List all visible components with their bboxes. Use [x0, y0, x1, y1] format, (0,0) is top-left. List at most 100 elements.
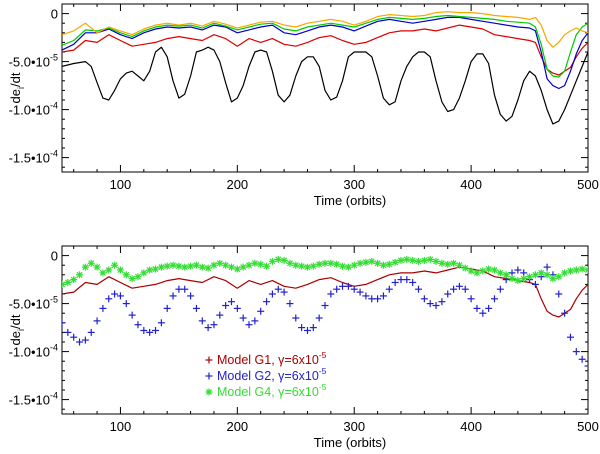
data-point: [496, 285, 504, 293]
data-point: [233, 265, 241, 273]
data-point: [514, 266, 522, 274]
data-point: [415, 285, 423, 293]
data-point: [467, 295, 475, 303]
data-point: [420, 295, 428, 303]
data-point: [268, 290, 276, 298]
data-point: [344, 282, 352, 290]
data-point: [315, 260, 323, 268]
data-point: [87, 259, 95, 267]
data-point: [76, 271, 84, 279]
data-point: [81, 336, 89, 344]
data-point: [526, 273, 534, 281]
data-point: [379, 261, 387, 269]
data-point: [444, 290, 452, 298]
data-point: [93, 263, 101, 271]
y-tick-label: 0: [51, 249, 58, 264]
data-point: [321, 302, 329, 310]
data-point: [292, 314, 300, 322]
data-point: [339, 282, 347, 290]
y-tick-label: -5.0•10-5: [9, 53, 58, 70]
data-point: [426, 300, 434, 308]
data-point: [356, 288, 364, 296]
x-tick-label: 500: [577, 177, 599, 192]
series-line-black: [62, 46, 588, 125]
data-point: [432, 257, 440, 265]
data-point: [531, 280, 539, 288]
data-point: [245, 261, 253, 269]
data-point: [385, 260, 393, 268]
data-point: [432, 302, 440, 310]
data-point: [292, 261, 300, 269]
x-tick-label: 200: [226, 177, 248, 192]
y-tick-label: -1.5•10-4: [9, 149, 58, 166]
data-point: [537, 269, 545, 277]
data-point: [479, 267, 487, 275]
data-point: [339, 262, 347, 270]
data-point: [175, 285, 183, 293]
data-point: [134, 321, 142, 329]
data-point: [327, 290, 335, 298]
x-tick-label: 300: [343, 177, 365, 192]
data-point: [298, 262, 306, 270]
data-point: [543, 271, 551, 279]
data-point: [309, 324, 317, 332]
x-tick-label: 400: [460, 419, 482, 434]
data-point: [152, 265, 160, 273]
data-point: [496, 269, 504, 277]
data-point: [566, 333, 574, 341]
data-point: [555, 290, 563, 298]
data-point: [216, 259, 224, 267]
data-point: [163, 262, 171, 270]
legend-marker: [205, 356, 213, 364]
data-point: [175, 262, 183, 270]
series-line-green: [62, 14, 588, 78]
legend-marker: [205, 372, 213, 380]
data-point: [257, 260, 265, 268]
data-point: [239, 314, 247, 322]
data-point: [561, 269, 569, 277]
data-point: [479, 309, 487, 317]
data-point: [420, 256, 428, 264]
data-point: [374, 259, 382, 267]
data-point: [128, 275, 136, 283]
data-point: [111, 261, 119, 269]
data-point: [169, 292, 177, 300]
data-point: [146, 328, 154, 336]
data-point: [99, 304, 107, 312]
series-line-blue: [62, 16, 588, 90]
y-tick-label: -1.0•10-4: [9, 343, 58, 360]
data-point: [426, 255, 434, 263]
data-point: [227, 263, 235, 271]
y-axis-label: dei/dt: [8, 314, 26, 345]
data-point: [286, 259, 294, 267]
x-axis-label: Time (orbits): [314, 193, 386, 208]
data-point: [62, 280, 66, 288]
data-point: [257, 307, 265, 315]
data-point: [204, 264, 212, 272]
data-point: [572, 348, 580, 356]
x-tick-label: 100: [110, 177, 132, 192]
data-point: [62, 319, 66, 327]
data-point: [409, 278, 417, 286]
data-point: [473, 269, 481, 277]
y-axis-label: dei/dt: [8, 72, 26, 103]
data-point: [251, 317, 259, 325]
data-point: [122, 271, 130, 279]
data-point: [181, 285, 189, 293]
data-point: [157, 319, 165, 327]
data-point: [263, 262, 271, 270]
data-point: [531, 271, 539, 279]
data-point: [152, 326, 160, 334]
data-point: [502, 271, 510, 279]
data-point: [274, 255, 282, 263]
data-point: [397, 256, 405, 264]
data-point: [368, 295, 376, 303]
data-point: [99, 269, 107, 277]
data-point: [578, 355, 586, 363]
y-tick-label: -1.5•10-4: [9, 391, 58, 408]
plot-frame: [61, 245, 589, 415]
data-point: [105, 295, 113, 303]
data-point: [391, 258, 399, 266]
x-tick-label: 200: [226, 419, 248, 434]
